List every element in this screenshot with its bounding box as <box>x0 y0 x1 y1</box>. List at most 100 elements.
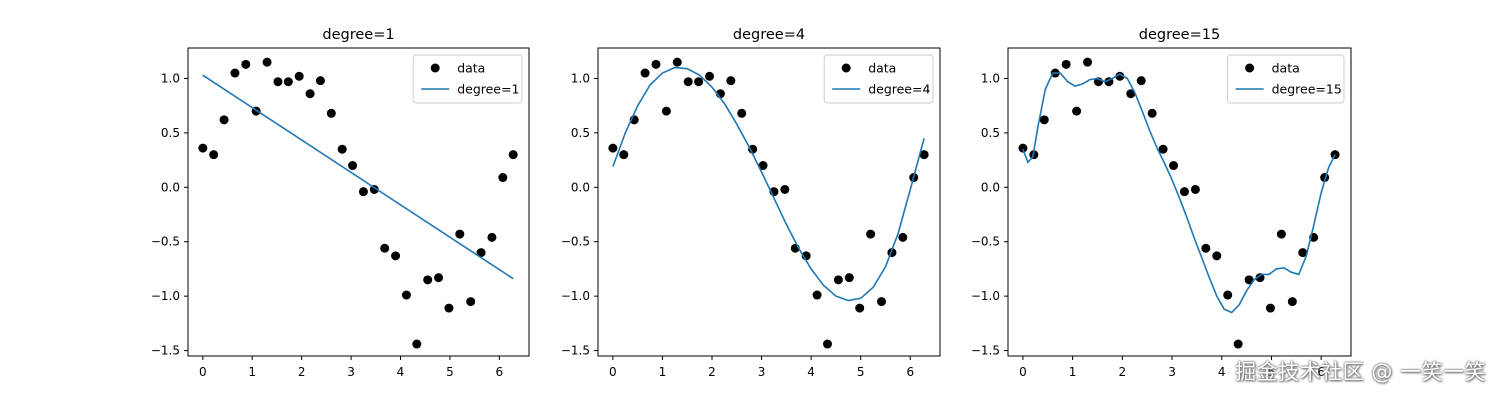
data-point <box>1039 115 1049 125</box>
data-point <box>508 150 518 160</box>
x-tick-label: 0 <box>609 365 617 379</box>
x-tick-label: 0 <box>199 365 207 379</box>
legend-label: degree=1 <box>457 82 519 97</box>
data-point <box>619 150 629 160</box>
data-point <box>326 108 336 118</box>
data-point <box>305 89 315 99</box>
data-point <box>273 77 283 87</box>
data-point <box>1298 248 1308 258</box>
legend-box <box>412 54 523 104</box>
y-tick-label: −1.0 <box>151 289 180 303</box>
x-tick-label: 3 <box>758 365 766 379</box>
y-tick-label: −1.0 <box>971 289 1000 303</box>
y-tick-label: 1.0 <box>571 71 590 85</box>
x-tick-label: 4 <box>397 365 405 379</box>
data-point <box>348 161 358 171</box>
y-tick-label: 1.0 <box>981 71 1000 85</box>
data-point <box>1233 339 1243 349</box>
data-point <box>1018 143 1028 153</box>
data-point <box>1126 89 1136 99</box>
legend: data degree=4 <box>823 54 934 104</box>
legend-marker-swatch <box>841 63 851 73</box>
y-tick-label: 1.0 <box>161 71 180 85</box>
legend-marker-swatch <box>1245 63 1255 73</box>
chart-title: degree=4 <box>733 27 805 43</box>
y-tick-label: 0.0 <box>571 180 590 194</box>
data-point <box>1255 273 1265 283</box>
data-point <box>391 251 401 261</box>
y-tick-label: 0.0 <box>161 180 180 194</box>
data-point <box>1223 290 1233 300</box>
data-point <box>780 184 790 194</box>
data-point <box>283 77 293 87</box>
data-point <box>198 143 208 153</box>
data-point <box>1212 251 1222 261</box>
data-point <box>694 77 704 87</box>
x-tick-label: 2 <box>1119 365 1127 379</box>
data-point <box>476 248 486 258</box>
data-point <box>401 290 411 300</box>
data-point <box>651 59 661 69</box>
data-point <box>369 184 379 194</box>
data-point <box>294 71 304 81</box>
data-point <box>315 76 325 86</box>
chart-panel-2: 0 1 2 3 4 5 6−1.5−1.0−0.50.00.51.0degree=4data… <box>561 27 941 379</box>
data-point <box>748 144 758 154</box>
data-point <box>1287 297 1297 307</box>
x-tick-label: 0 <box>1019 365 1027 379</box>
data-point <box>1169 161 1179 171</box>
data-point <box>466 297 476 307</box>
data-point <box>672 57 682 67</box>
data-point <box>1136 76 1146 86</box>
data-point <box>737 108 747 118</box>
legend-label: data <box>1272 61 1300 76</box>
data-point <box>844 273 854 283</box>
data-point <box>726 76 736 86</box>
y-tick-label: −0.5 <box>971 235 1000 249</box>
y-tick-label: 0.5 <box>161 126 180 140</box>
data-point <box>1190 184 1200 194</box>
x-tick-label: 3 <box>1168 365 1176 379</box>
data-point <box>219 115 229 125</box>
y-tick-label: 0.0 <box>981 180 1000 194</box>
series-line <box>612 66 925 302</box>
x-tick-label: 3 <box>347 365 355 379</box>
legend-label: degree=4 <box>868 82 930 97</box>
data-point <box>758 161 768 171</box>
x-tick-label: 5 <box>1268 365 1276 379</box>
chart-panel-3: 0 1 2 3 4 5 6−1.5−1.0−0.50.00.51.0degree=15dat… <box>971 27 1352 379</box>
x-tick-label: 4 <box>807 365 815 379</box>
data-point <box>705 71 715 81</box>
chart-title: degree=15 <box>1139 27 1220 43</box>
data-point <box>1201 243 1211 253</box>
data-point <box>455 229 465 239</box>
legend-label: data <box>457 61 485 76</box>
chart-panel-1: 0 1 2 3 4 5 6−1.5−1.0−0.50.00.51.0degree=1data… <box>151 27 530 379</box>
legend-box <box>823 54 934 104</box>
data-point <box>1072 106 1082 116</box>
series-line <box>1022 72 1336 314</box>
data-point <box>866 229 876 239</box>
data-point <box>661 106 671 116</box>
x-tick-label: 4 <box>1218 365 1226 379</box>
data-point <box>919 150 929 160</box>
data-point <box>487 232 497 242</box>
y-tick-label: −1.0 <box>561 289 590 303</box>
data-point <box>1276 229 1286 239</box>
x-tick-label: 5 <box>857 365 865 379</box>
data-point <box>412 339 422 349</box>
legend: data degree=15 <box>1227 54 1345 104</box>
y-tick-label: −1.5 <box>151 344 180 358</box>
x-tick-label: 6 <box>1317 365 1325 379</box>
data-point <box>241 59 251 69</box>
x-tick-label: 1 <box>659 365 667 379</box>
data-point <box>1147 108 1157 118</box>
data-point <box>1179 187 1189 197</box>
watermark: 掘金技术社区 @ 一笑一笑 <box>1235 360 1486 384</box>
data-point <box>833 275 843 285</box>
data-point <box>1265 303 1275 313</box>
data-point <box>1115 71 1125 81</box>
data-point <box>1330 150 1340 160</box>
x-tick-label: 2 <box>708 365 716 379</box>
x-tick-label: 1 <box>248 365 256 379</box>
